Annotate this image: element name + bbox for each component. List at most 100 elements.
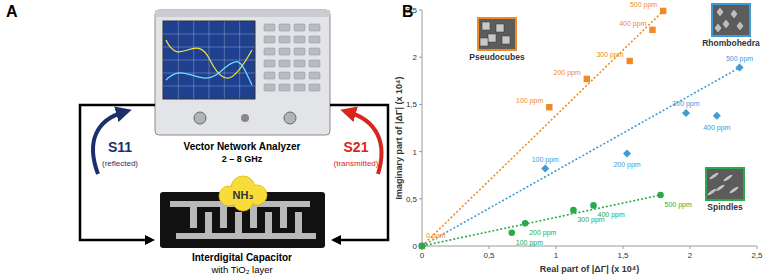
point	[627, 58, 633, 64]
x-axis	[422, 246, 757, 247]
y-tick	[419, 10, 422, 11]
point-label: 400 ppm	[703, 124, 730, 132]
x-tick	[690, 246, 691, 249]
y-tick	[419, 198, 422, 199]
analyzer-band: 2 – 8 GHz	[222, 154, 263, 164]
point-label: 300 ppm	[672, 100, 699, 108]
analyzer-button	[279, 36, 290, 43]
inset-grain	[722, 173, 734, 183]
x-tick	[556, 246, 557, 249]
panel-b: B00,511,522,500,511,522,5Real part of |Δ…	[394, 1, 763, 274]
trend-line	[422, 11, 663, 246]
x-axis-title: Real part of |ΔΓ| (x 10⁴)	[540, 264, 639, 274]
series-name: Spindles	[707, 202, 743, 212]
point	[419, 243, 426, 250]
inset-grain	[480, 38, 488, 46]
analyzer-button	[294, 72, 305, 79]
x-tick	[757, 246, 758, 249]
x-tick-label: 0,5	[483, 251, 495, 260]
point	[649, 27, 655, 33]
x-tick-label: 0	[420, 251, 425, 260]
point-label: 100 ppm	[532, 156, 559, 164]
analyzer-button	[294, 24, 305, 31]
analyzer-button	[264, 72, 275, 79]
analyzer-button	[279, 72, 290, 79]
electrode	[176, 233, 316, 239]
network-analyzer	[155, 10, 330, 135]
point-label: 200 ppm	[529, 229, 556, 237]
point	[522, 220, 529, 227]
point	[713, 112, 721, 120]
x-tick-label: 1	[554, 251, 559, 260]
screen-grid	[224, 21, 225, 99]
electrode-finger	[280, 207, 287, 228]
s11-note: (reflected)	[102, 159, 138, 168]
x-tick	[623, 246, 624, 249]
s11-label: S11	[108, 139, 132, 155]
analyzer-button	[294, 84, 305, 91]
inset: Rhombohedra	[702, 4, 760, 48]
series-name: Rhombohedra	[702, 38, 760, 48]
analyzer-button	[309, 24, 320, 31]
electrode-finger	[205, 212, 212, 233]
point-label: 500 ppm	[726, 55, 753, 63]
trend-line	[422, 195, 661, 246]
point	[660, 8, 666, 14]
analyzer-button	[309, 72, 320, 79]
inset-grain	[482, 22, 490, 30]
inset-grain	[736, 21, 744, 31]
analyzer-button	[279, 84, 290, 91]
y-axis-title: Imaginary part of |ΔΓ| (x 10⁴)	[394, 77, 404, 200]
y-tick	[419, 151, 422, 152]
screen-grid	[239, 21, 240, 99]
y-tick-label: 1	[413, 148, 418, 157]
analyzer-button	[294, 48, 305, 55]
analyzer-button	[279, 24, 290, 31]
point	[570, 207, 577, 214]
cable	[330, 105, 388, 240]
y-tick-label: 2	[413, 53, 418, 62]
electrode-finger	[190, 207, 197, 228]
y-tick-label: 0	[413, 242, 418, 251]
point-label: 500 ppm	[665, 201, 692, 209]
x-tick-label: 2,5	[751, 251, 763, 260]
y-axis	[422, 10, 423, 246]
analyzer-top	[155, 10, 330, 17]
analyzer-button	[309, 60, 320, 67]
s21-label: S21	[344, 139, 369, 155]
figure: A Vector Network Analyzer 2 – 8 GHz S11 (ref…	[0, 0, 765, 278]
analyzer-button	[264, 84, 275, 91]
inset: Spindles	[706, 168, 744, 212]
analyzer-screen	[163, 21, 255, 99]
series-name: Pseudocubes	[469, 52, 525, 62]
analyzer-button	[279, 60, 290, 67]
inset-grain	[728, 185, 740, 195]
point	[541, 165, 549, 173]
y-tick-label: 2,5	[406, 6, 418, 15]
cable	[80, 105, 155, 240]
inset-frame	[712, 4, 750, 36]
y-tick	[419, 57, 422, 58]
point-label: 300 ppm	[596, 51, 623, 59]
gas-cloud	[219, 176, 267, 211]
point	[590, 202, 597, 209]
analyzer-port	[284, 112, 296, 124]
point	[736, 64, 744, 72]
y-tick-label: 0,5	[406, 195, 418, 204]
point	[584, 76, 590, 82]
electrode-finger	[295, 212, 302, 233]
x-tick	[489, 246, 490, 249]
inset: Pseudocubes	[469, 18, 525, 62]
inset-grain	[706, 187, 718, 197]
point	[546, 104, 552, 110]
inset-grain	[730, 9, 738, 19]
analyzer-label: Vector Network Analyzer	[184, 141, 301, 152]
screen-trace	[166, 62, 252, 85]
panel-letter: A	[6, 3, 18, 20]
analyzer-button	[309, 48, 320, 55]
point-label: 0 ppm	[426, 232, 446, 240]
analyzer-button	[264, 36, 275, 43]
y-tick	[419, 104, 422, 105]
analyzer-button	[264, 48, 275, 55]
trend-line	[422, 68, 740, 246]
